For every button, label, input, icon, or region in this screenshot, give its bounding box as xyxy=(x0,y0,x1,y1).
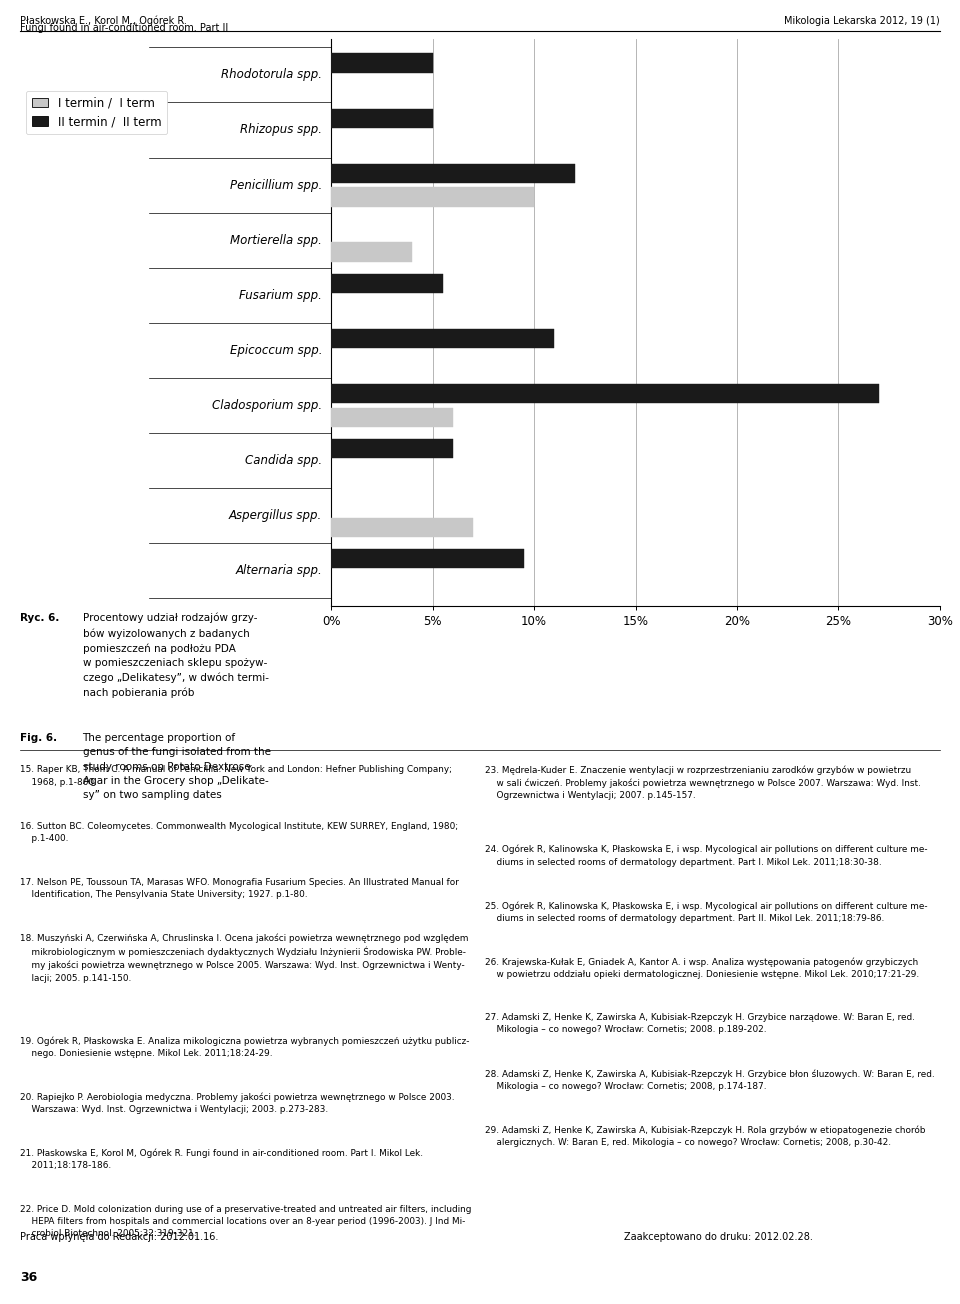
Text: Fig. 6.: Fig. 6. xyxy=(20,733,58,743)
Text: 28. Adamski Z, Henke K, Zawirska A, Kubisiak-Rzepczyk H. Grzybice błon śluzowych: 28. Adamski Z, Henke K, Zawirska A, Kubi… xyxy=(485,1069,934,1091)
Bar xyxy=(331,243,413,262)
Bar xyxy=(331,163,575,183)
Bar xyxy=(331,439,453,458)
Text: Rhizopus spp.: Rhizopus spp. xyxy=(240,124,322,137)
Text: Alternaria spp.: Alternaria spp. xyxy=(235,565,322,578)
Text: 24. Ogórek R, Kalinowska K, Płaskowska E, i wsp. Mycological air pollutions on d: 24. Ogórek R, Kalinowska K, Płaskowska E… xyxy=(485,845,927,867)
Text: 29. Adamski Z, Henke K, Zawirska A, Kubisiak-Rzepczyk H. Rola grzybów w etiopato: 29. Adamski Z, Henke K, Zawirska A, Kubi… xyxy=(485,1125,925,1148)
Text: 18. Muszyński A, Czerwińska A, Chruslinska I. Ocena jakości powietrza wewnętrzne: 18. Muszyński A, Czerwińska A, Chruslins… xyxy=(20,934,468,982)
Text: 15. Raper KB, Thom C. A manual of Penicillia. New York and London: Hefner Publis: 15. Raper KB, Thom C. A manual of Penici… xyxy=(20,765,452,786)
Bar xyxy=(331,408,453,426)
Bar xyxy=(331,274,443,293)
Bar xyxy=(331,188,534,206)
Text: 19. Ogórek R, Płaskowska E. Analiza mikologiczna powietrza wybranych pomieszczeń: 19. Ogórek R, Płaskowska E. Analiza miko… xyxy=(20,1037,469,1059)
Text: Fusarium spp.: Fusarium spp. xyxy=(239,288,322,301)
Text: Candida spp.: Candida spp. xyxy=(245,454,322,467)
Text: 36: 36 xyxy=(20,1271,37,1284)
Text: 26. Krajewska-Kułak E, Gniadek A, Kantor A. i wsp. Analiza występowania patogenó: 26. Krajewska-Kułak E, Gniadek A, Kantor… xyxy=(485,957,919,979)
Text: Epicoccum spp.: Epicoccum spp. xyxy=(229,344,322,357)
Text: Ryc. 6.: Ryc. 6. xyxy=(20,613,60,623)
Text: 23. Mędrela-Kuder E. Znaczenie wentylacji w rozprzestrzenianiu zarodków grzybów : 23. Mędrela-Kuder E. Znaczenie wentylacj… xyxy=(485,765,921,799)
Bar xyxy=(331,108,433,128)
Text: 16. Sutton BC. Coleomycetes. Commonwealth Mycological Institute, KEW SURREY, Eng: 16. Sutton BC. Coleomycetes. Commonwealt… xyxy=(20,822,458,842)
Text: 21. Płaskowska E, Korol M, Ogórek R. Fungi found in air-conditioned room. Part I: 21. Płaskowska E, Korol M, Ogórek R. Fun… xyxy=(20,1149,423,1171)
Text: The percentage proportion of
genus of the fungi isolated from the
study rooms on: The percentage proportion of genus of th… xyxy=(83,733,271,801)
Text: 27. Adamski Z, Henke K, Zawirska A, Kubisiak-Rzepczyk H. Grzybice narządowe. W: : 27. Adamski Z, Henke K, Zawirska A, Kubi… xyxy=(485,1013,915,1034)
Text: Praca wpłynęła do Redakcji: 2012.01.16.: Praca wpłynęła do Redakcji: 2012.01.16. xyxy=(20,1232,219,1243)
Bar xyxy=(331,549,524,569)
Text: Mikologia Lekarska 2012, 19 (1): Mikologia Lekarska 2012, 19 (1) xyxy=(784,16,940,26)
Text: 20. Rapiejko P. Aerobiologia medyczna. Problemy jakości powietrza wewnętrznego w: 20. Rapiejko P. Aerobiologia medyczna. P… xyxy=(20,1093,455,1115)
Text: 25. Ogórek R, Kalinowska K, Płaskowska E, i wsp. Mycological air pollutions on d: 25. Ogórek R, Kalinowska K, Płaskowska E… xyxy=(485,901,927,923)
Text: Cladosporium spp.: Cladosporium spp. xyxy=(212,399,322,412)
Bar xyxy=(331,518,473,537)
Bar xyxy=(331,383,879,403)
Text: Aspergillus spp.: Aspergillus spp. xyxy=(228,509,322,522)
Text: Mortierella spp.: Mortierella spp. xyxy=(230,233,322,246)
Text: 17. Nelson PE, Toussoun TA, Marasas WFO. Monografia Fusarium Species. An Illustr: 17. Nelson PE, Toussoun TA, Marasas WFO.… xyxy=(20,878,459,898)
Text: Rhodotorula spp.: Rhodotorula spp. xyxy=(221,68,322,81)
Text: Procentowy udział rodzajów grzy-
bów wyizolowanych z badanych
pomieszczeń na pod: Procentowy udział rodzajów grzy- bów wyi… xyxy=(83,613,269,699)
Bar xyxy=(331,329,554,348)
Text: 22. Price D. Mold colonization during use of a preservative-treated and untreate: 22. Price D. Mold colonization during us… xyxy=(20,1205,471,1239)
Text: Zaakceptowano do druku: 2012.02.28.: Zaakceptowano do druku: 2012.02.28. xyxy=(624,1232,813,1243)
Bar xyxy=(331,53,433,73)
Legend: I termin /  I term, II termin /  II term: I termin / I term, II termin / II term xyxy=(26,91,167,134)
Text: Płaskowska E., Korol M., Ogórek R.: Płaskowska E., Korol M., Ogórek R. xyxy=(20,16,187,26)
Text: Penicillium spp.: Penicillium spp. xyxy=(229,179,322,192)
Text: Fungi found in air-conditioned room. Part II: Fungi found in air-conditioned room. Par… xyxy=(20,23,228,34)
